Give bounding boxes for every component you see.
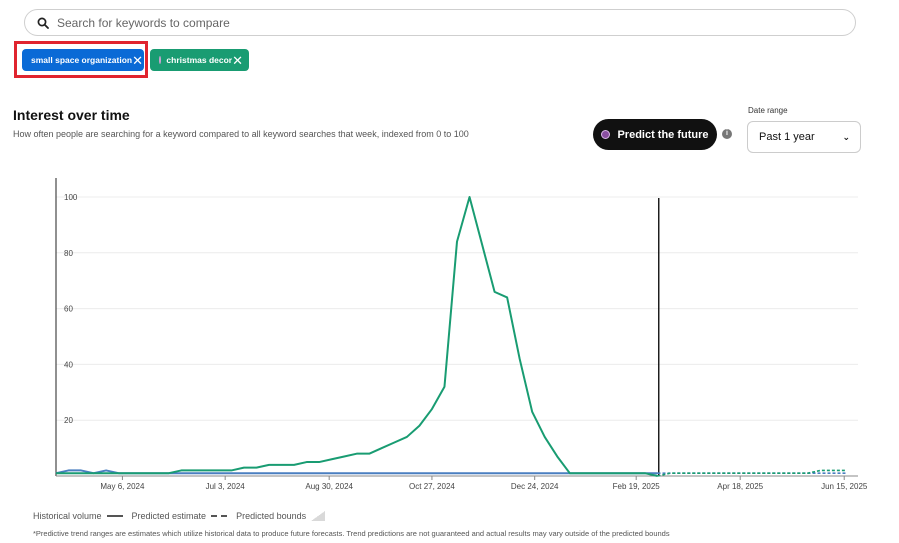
x-tick-label: Aug 30, 2024	[305, 482, 353, 491]
y-tick-label: 100	[64, 193, 78, 202]
y-tick-label: 60	[64, 305, 73, 314]
info-icon[interactable]: i	[722, 129, 732, 139]
date-range-value: Past 1 year	[759, 131, 815, 143]
search-bar[interactable]	[24, 9, 856, 36]
y-tick-label: 80	[64, 249, 73, 258]
footnote: *Predictive trend ranges are estimates w…	[33, 529, 670, 538]
x-tick-label: Jun 15, 2025	[821, 482, 868, 491]
legend-bounds: Predicted bounds	[236, 511, 326, 521]
legend-predicted: Predicted estimate	[132, 511, 228, 521]
x-tick-label: Jul 3, 2024	[206, 482, 246, 491]
sparkle-icon	[601, 130, 611, 139]
x-tick-label: Oct 27, 2024	[409, 482, 455, 491]
search-input[interactable]	[57, 15, 817, 30]
chevron-down-icon: ⌄	[842, 131, 850, 142]
predict-the-future-button[interactable]: Predict the future	[593, 119, 717, 150]
x-tick-label: Apr 18, 2025	[717, 482, 763, 491]
close-icon[interactable]: ✕	[232, 52, 243, 68]
legend-predicted-label: Predicted estimate	[131, 511, 207, 521]
predict-button-label: Predict the future	[617, 128, 709, 141]
legend-bounds-swatch	[311, 511, 326, 521]
legend-solid-swatch	[106, 515, 123, 517]
series-predicted-2	[657, 469, 846, 477]
y-tick-label: 20	[64, 416, 73, 425]
keyword-chip-small-space-organization[interactable]: small space organization ✕	[22, 49, 144, 71]
keyword-avatar-icon	[159, 56, 162, 64]
x-tick-label: Dec 24, 2024	[511, 482, 559, 491]
search-icon	[37, 17, 49, 29]
chip-label: christmas decor	[166, 55, 233, 65]
series-line-2	[56, 196, 658, 477]
chip-label: small space organization	[31, 55, 133, 65]
x-tick-label: May 6, 2024	[100, 482, 145, 491]
legend-bounds-label: Predicted bounds	[236, 511, 307, 521]
x-tick-label: Feb 19, 2025	[613, 482, 661, 491]
date-range-label: Date range	[748, 106, 788, 115]
legend-historical: Historical volume	[33, 511, 123, 521]
page-title: Interest over time	[13, 107, 130, 123]
interest-chart: 20 40 60 80 100 May 6, 2024 Jul 3, 2024 Aug 30,…	[55, 178, 868, 491]
legend-dashed-swatch	[211, 515, 228, 517]
date-range-select[interactable]: Past 1 year ⌄	[747, 121, 861, 153]
y-tick-label: 40	[64, 360, 73, 369]
keyword-chip-christmas-decor[interactable]: christmas decor ✕	[150, 49, 249, 71]
legend-historical-label: Historical volume	[33, 511, 102, 521]
close-icon[interactable]: ✕	[132, 52, 143, 68]
page-subtitle: How often people are searching for a key…	[13, 129, 469, 139]
chart-legend: Historical volume Predicted estimate Pre…	[33, 511, 334, 521]
highlight-box	[14, 41, 148, 78]
